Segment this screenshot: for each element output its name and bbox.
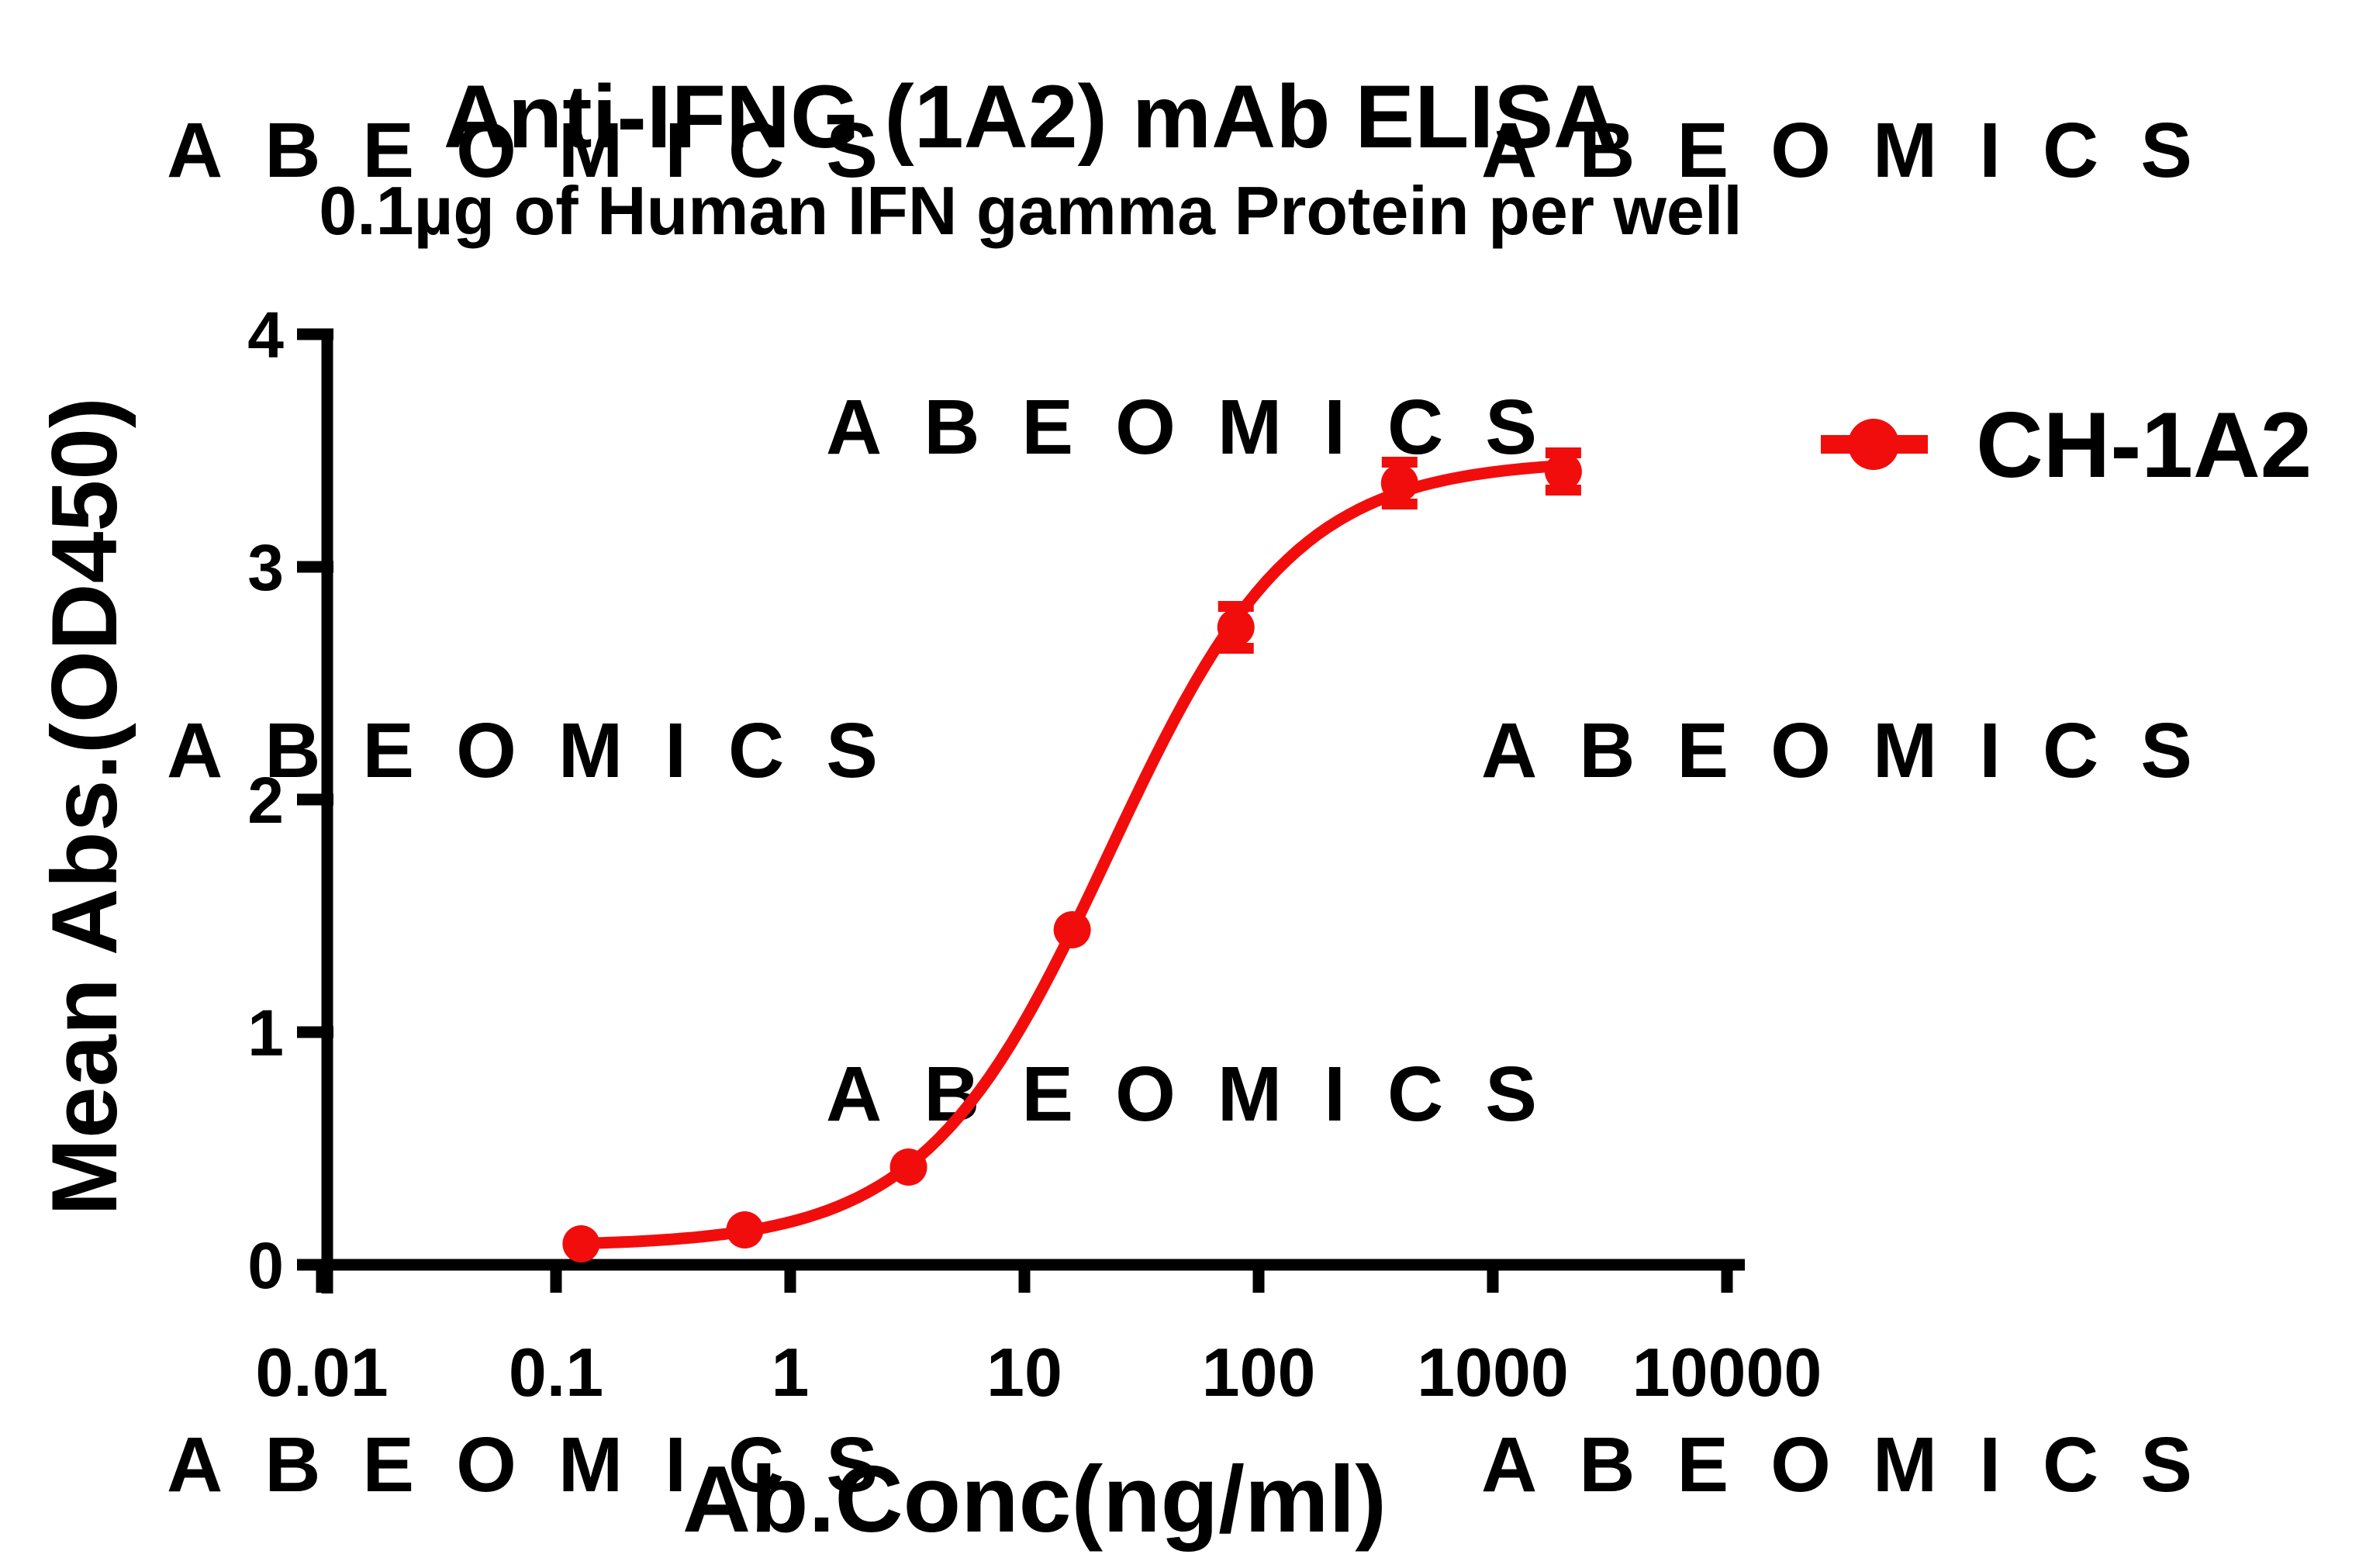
watermark-text: ABEOMICS xyxy=(167,107,920,194)
data-point xyxy=(889,1148,927,1186)
chart-subtitle: 0.1µg of Human IFN gamma Protein per wel… xyxy=(319,172,1742,249)
y-tick-label: 1 xyxy=(247,996,284,1069)
x-tick-label: 10000 xyxy=(1632,1334,1822,1411)
series-layer xyxy=(562,447,1582,1262)
data-point xyxy=(1217,609,1255,646)
y-tick-label: 3 xyxy=(247,531,284,604)
y-tick-label: 4 xyxy=(247,299,284,371)
watermark-layer: ABEOMICS ABEOMICS ABEOMICS ABEOMICS ABEOMICS… xyxy=(167,107,2234,1508)
axis-layer: 0 1 2 3 4 0.01 0.1 1 10 100 1000 10000 xyxy=(247,299,1822,1411)
legend-label: CH-1A2 xyxy=(1976,393,2312,497)
data-point xyxy=(1380,465,1418,502)
data-point xyxy=(562,1225,600,1262)
x-tick-label: 0.01 xyxy=(255,1334,388,1411)
watermark-text: ABEOMICS xyxy=(167,1421,920,1508)
watermark-text: ABEOMICS xyxy=(1481,107,2234,194)
x-tick-label: 1 xyxy=(772,1334,810,1411)
y-axis-title: Mean Abs.(OD450) xyxy=(33,397,136,1216)
legend-marker xyxy=(1848,419,1899,470)
chart-title: Anti-IFNG (1A2) mAb ELISA xyxy=(444,67,1618,167)
x-tick-label: 0.1 xyxy=(509,1334,603,1411)
y-tick-label: 2 xyxy=(247,764,284,837)
watermark-text: ABEOMICS xyxy=(826,384,1579,471)
x-tick-label: 100 xyxy=(1202,1334,1316,1411)
y-tick-label: 0 xyxy=(247,1229,284,1302)
data-point xyxy=(726,1211,764,1249)
watermark-text: ABEOMICS xyxy=(1481,1421,2234,1508)
watermark-text: ABEOMICS xyxy=(167,707,920,794)
x-tick-label: 10 xyxy=(986,1334,1062,1411)
data-point xyxy=(1053,911,1091,948)
legend: CH-1A2 xyxy=(1821,393,2312,497)
data-point xyxy=(1544,453,1582,490)
watermark-text: ABEOMICS xyxy=(1481,707,2234,794)
x-tick-label: 1000 xyxy=(1417,1334,1569,1411)
watermark-text: ABEOMICS xyxy=(826,1051,1579,1138)
x-axis-title: Ab.Conc(ng/ml) xyxy=(682,1446,1387,1552)
